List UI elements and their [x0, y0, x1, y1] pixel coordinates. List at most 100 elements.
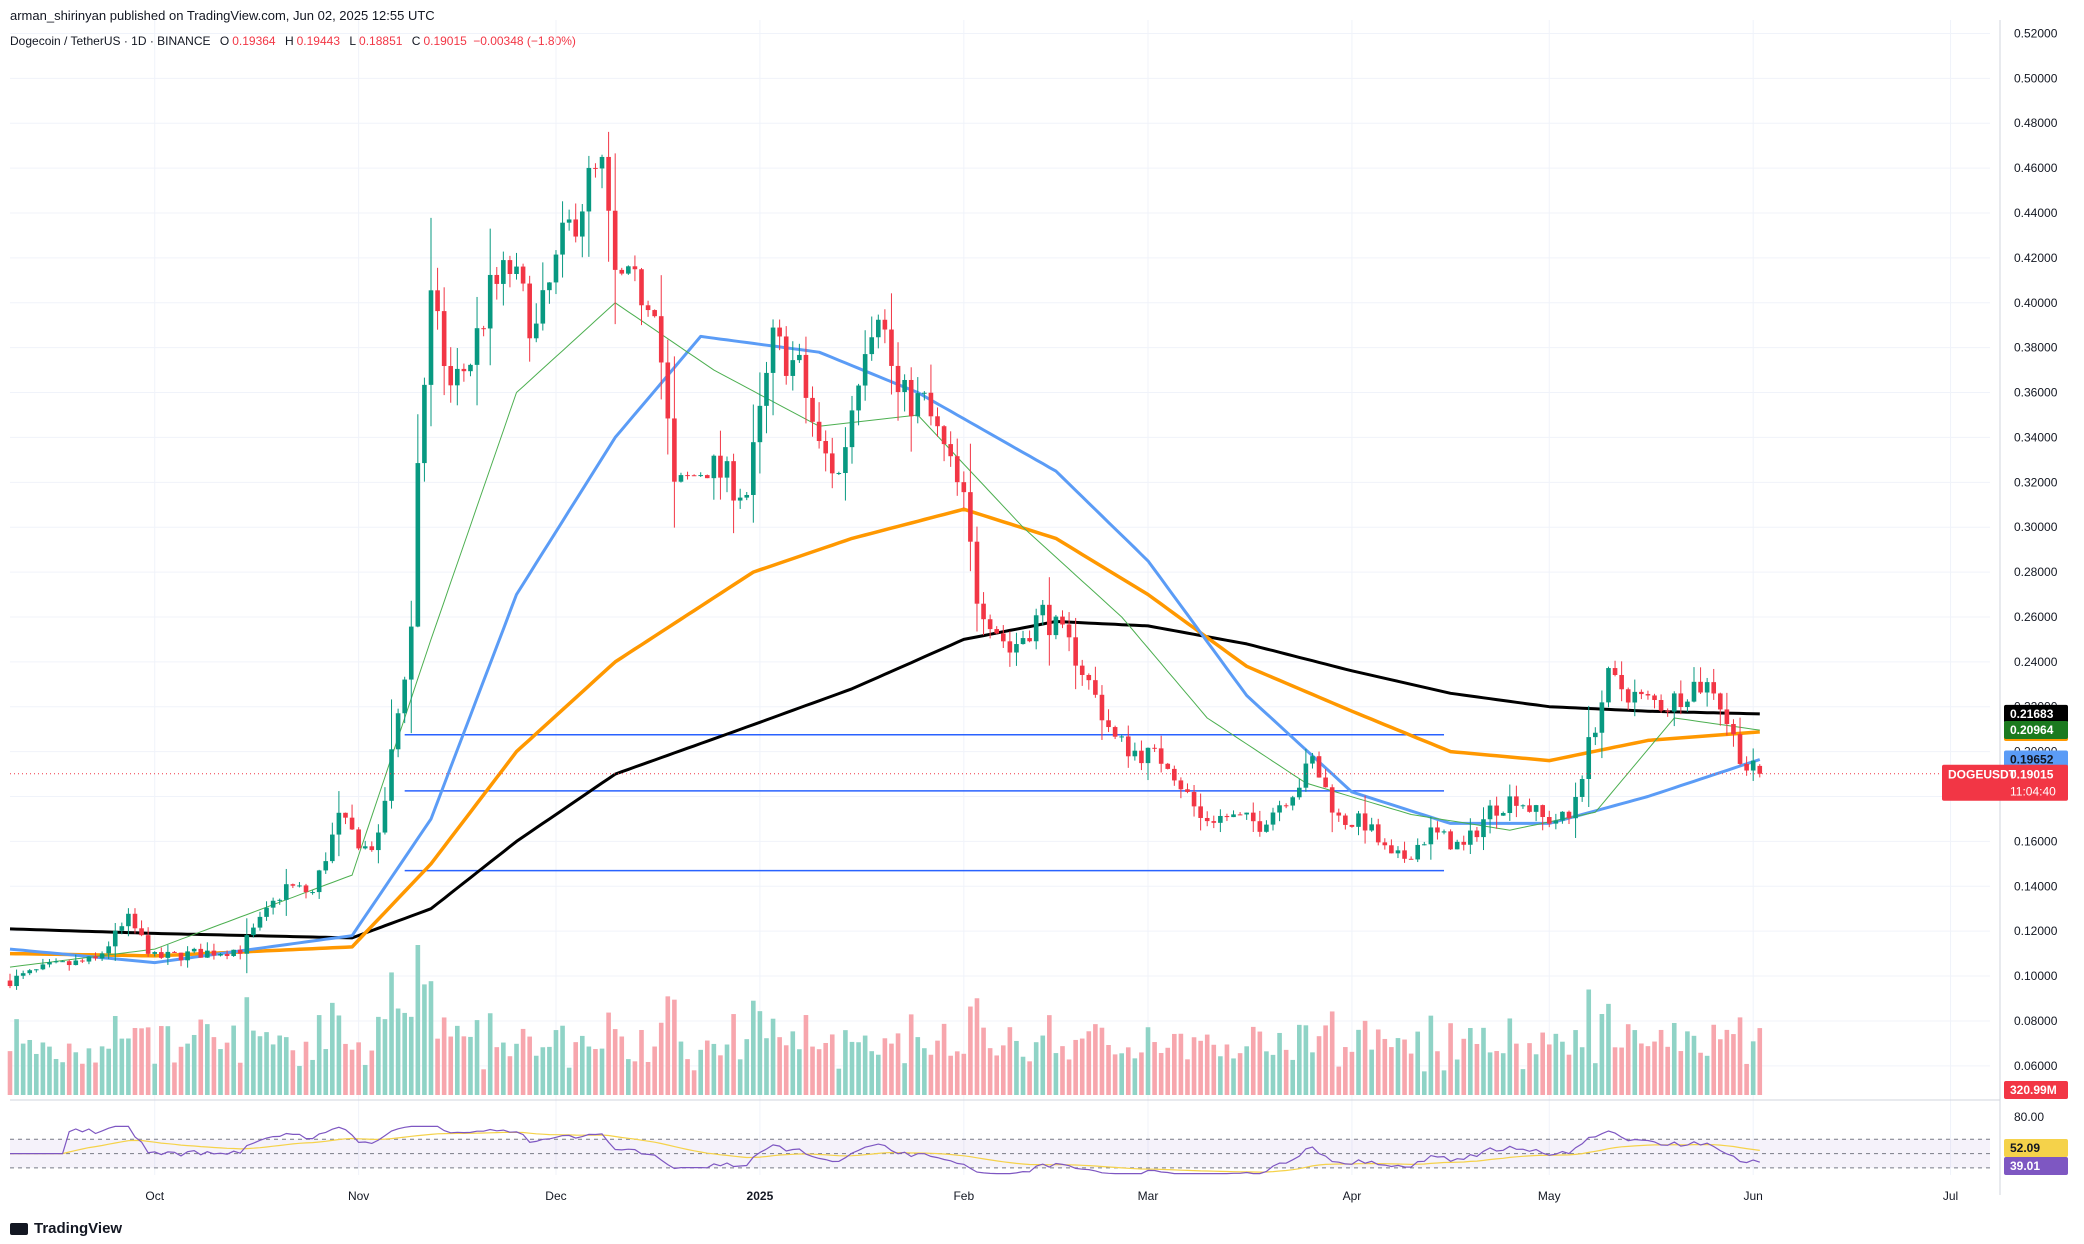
candle	[1086, 673, 1092, 690]
candle	[586, 155, 592, 257]
symbol-name[interactable]: Dogecoin / TetherUS · 1D · BINANCE	[10, 34, 211, 48]
candle-body	[1678, 693, 1684, 708]
candle-body	[152, 952, 158, 954]
candle-body	[599, 156, 605, 169]
volume-bar	[80, 1063, 85, 1095]
volume-bar	[290, 1050, 296, 1095]
candle	[1290, 795, 1296, 811]
ma-badge-sma50-bg	[2004, 750, 2068, 769]
candle-body	[1106, 720, 1111, 728]
candle-body	[1139, 750, 1144, 764]
price-tick-label: 0.36000	[2014, 386, 2058, 400]
candle	[1389, 839, 1394, 854]
candle	[678, 472, 684, 483]
candle	[994, 626, 1000, 635]
candle-body	[579, 211, 585, 237]
candle-body	[889, 329, 894, 366]
candle	[862, 330, 868, 401]
candle-body	[1533, 805, 1539, 812]
candle	[1500, 811, 1506, 816]
candle-body	[1356, 813, 1361, 827]
volume-bar	[1264, 1051, 1269, 1095]
candle	[1165, 762, 1171, 770]
volume-bar	[1520, 1069, 1526, 1095]
candle-body	[994, 629, 1000, 634]
candle	[1014, 632, 1019, 666]
volume-bar	[494, 1047, 500, 1095]
candle-body	[1435, 827, 1440, 833]
candle-body	[1507, 796, 1513, 813]
candle-body	[290, 884, 296, 886]
candle-body	[1382, 842, 1388, 846]
candle-body	[448, 366, 454, 386]
candle-body	[1329, 787, 1335, 813]
candle-body	[1152, 747, 1157, 749]
candle-body	[1185, 789, 1190, 792]
volume-bar	[599, 1048, 605, 1095]
candle	[1172, 765, 1177, 786]
candle-body	[1040, 604, 1046, 616]
candle	[1494, 796, 1499, 829]
candle	[14, 969, 19, 990]
candle	[1691, 667, 1697, 703]
candle	[665, 339, 671, 455]
candle-body	[211, 950, 217, 956]
candle-body	[869, 337, 875, 355]
candle	[1066, 612, 1072, 652]
candle-body	[902, 379, 907, 393]
volume-bar	[1619, 1047, 1624, 1095]
volume-bar	[862, 1035, 868, 1095]
candle	[1303, 748, 1309, 792]
candle-body	[376, 832, 381, 851]
ma-line-sma50	[9, 334, 1761, 965]
candle-body	[264, 907, 269, 917]
time-tick-label: May	[1538, 1189, 1561, 1203]
volume-bar	[770, 1018, 776, 1095]
volume-bar	[1139, 1052, 1144, 1095]
volume-bar	[1053, 1053, 1059, 1095]
candle-body	[573, 219, 579, 237]
volume-bar	[1546, 1044, 1552, 1095]
volume-bar	[1454, 1059, 1460, 1095]
candle	[968, 443, 973, 572]
candle-body	[106, 946, 111, 954]
volume-bar	[1106, 1045, 1111, 1095]
candle	[1053, 614, 1059, 640]
volume-bar	[764, 1038, 769, 1095]
volume-bar	[1402, 1039, 1407, 1095]
candle	[1297, 778, 1302, 800]
volume-bar	[1000, 1045, 1006, 1095]
candle-body	[40, 964, 46, 970]
candle-body	[1014, 644, 1019, 653]
candle	[435, 267, 440, 330]
high-label: H	[284, 34, 294, 48]
rsi-value-badge-bg	[2004, 1157, 2068, 1175]
volume-bar	[698, 1049, 703, 1095]
candle	[816, 402, 822, 449]
volume-bar	[349, 1049, 355, 1095]
volume-bar	[448, 1036, 454, 1095]
candle	[152, 951, 158, 957]
candle-body	[1579, 779, 1585, 797]
candle-body	[126, 913, 131, 927]
candle	[843, 427, 848, 501]
candle	[672, 356, 677, 528]
ma-badge-sma20-bg	[2004, 720, 2068, 739]
volume-bar	[270, 1044, 276, 1095]
candle-body	[849, 410, 855, 448]
candle-body	[1441, 831, 1447, 833]
candle-body	[1652, 695, 1657, 701]
volume-bar	[540, 1047, 546, 1095]
volume-bar	[566, 1067, 572, 1095]
volume-bar	[1283, 1049, 1289, 1095]
candle	[606, 131, 611, 262]
candle	[599, 154, 605, 189]
volume-bar	[211, 1037, 217, 1095]
candle-body	[711, 455, 717, 479]
volume-bar	[685, 1059, 690, 1095]
candle-body	[468, 364, 473, 372]
tradingview-brand[interactable]: TradingView	[10, 1220, 122, 1237]
candle-body	[658, 316, 664, 363]
candle-body	[178, 952, 184, 961]
